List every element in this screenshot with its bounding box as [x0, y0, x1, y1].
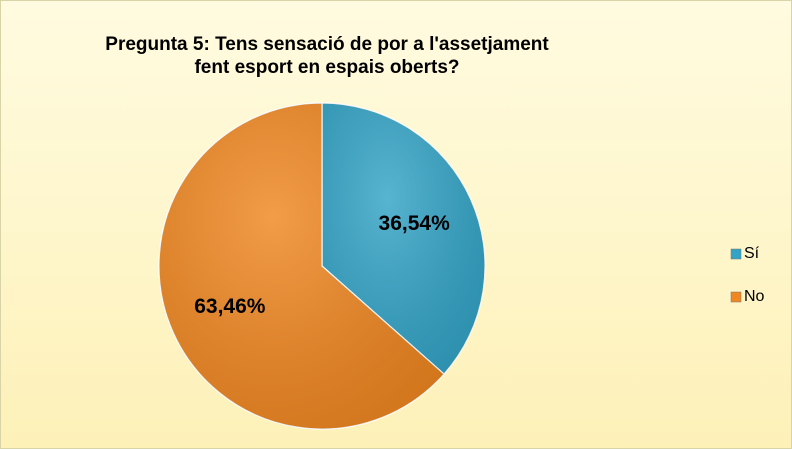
data-label: 63,46%	[194, 295, 266, 318]
legend-label: Sí	[744, 245, 760, 262]
legend-swatch	[730, 291, 742, 303]
chart-title: Pregunta 5: Tens sensació de por a l'ass…	[105, 34, 549, 78]
legend-label: No	[744, 288, 765, 305]
legend-swatch	[730, 248, 742, 260]
data-label: 36,54%	[379, 212, 451, 235]
